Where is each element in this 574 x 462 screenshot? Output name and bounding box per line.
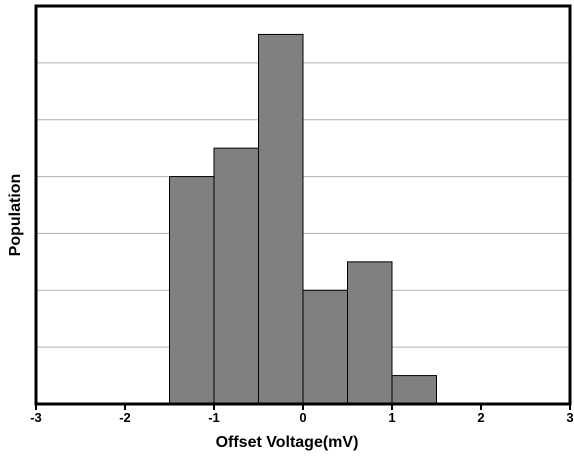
histogram-bar <box>169 176 215 405</box>
x-tick-label: 0 <box>299 410 306 425</box>
x-axis-label: Offset Voltage(mV) <box>215 434 359 451</box>
x-tick-label: -3 <box>30 410 42 425</box>
x-tick-label: -1 <box>208 410 220 425</box>
x-tick-label: 2 <box>477 410 484 425</box>
y-axis-label-text: Population <box>7 173 24 257</box>
histogram-bar <box>347 261 393 405</box>
x-tick-label: 3 <box>566 410 573 425</box>
histogram-bar <box>302 289 348 405</box>
y-axis-label: Population <box>6 174 26 257</box>
x-tick-label: -2 <box>119 410 131 425</box>
histogram-bar <box>391 375 437 405</box>
histogram-bar <box>258 33 304 405</box>
x-tick-label: 1 <box>388 410 395 425</box>
x-axis-ticks: -3 -2 -1 0 1 2 3 <box>30 404 574 425</box>
histogram-bars <box>169 33 437 405</box>
histogram-bar <box>213 147 259 405</box>
